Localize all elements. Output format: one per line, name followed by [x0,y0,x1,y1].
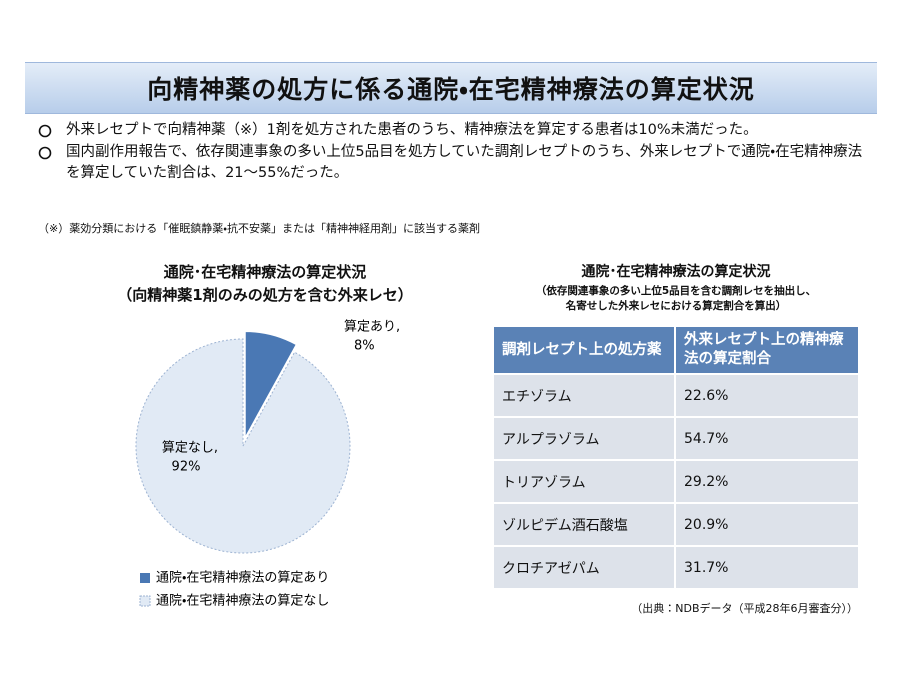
table-cell: 29.2% [674,459,860,504]
table-cell: 20.9% [674,502,860,547]
chart-title: 通院･在宅精神療法の算定状況 [163,263,367,281]
table-cell: クロチアゼパム [492,545,676,590]
table-cell: 31.7% [674,545,860,590]
bullet-mark [38,146,52,160]
pie-slice [244,330,298,439]
legend-marker [140,573,150,583]
slice-label: 算定なし, [162,441,218,456]
legend-label: 通院・在宅精神療法の算定なし [156,594,329,609]
source: （出典：NDBデータ（平成28年6月審査分）） [631,602,858,615]
table-subtitle: （依存関連事象の多い上位5品目を含む調剤レセを抽出し、 [535,285,817,297]
pie-slice [135,338,351,554]
header-row: 調剤レセプト上の処方薬 外来レセプト上の精神療法の算定割合 [492,325,860,375]
table-cell: エチゾラム [492,373,676,418]
legend-marker [139,595,151,607]
table-cell: ゾルピデム酒石酸塩 [492,502,676,547]
table-row: エチゾラム 22.6% [492,373,860,418]
bullet-text: 外来レセプトで向精神薬（※）1剤を処方された患者のうち、精神療法を算定する患者は… [66,122,758,138]
table-row: トリアゾラム 29.2% [492,459,860,504]
slice-label: 算定あり, [344,320,400,335]
legend-label: 通院・在宅精神療法の算定あり [156,571,329,586]
data-label: 8% [354,339,375,354]
note: （※）薬効分類における「催眠鎮静薬・抗不安薬」または「精神神経用剤」に該当する薬… [38,222,480,235]
table: 調剤レセプト上の処方薬 外来レセプト上の精神療法の算定割合 エチゾラム 22.6%… [492,325,860,590]
bullet: 国内副作用報告で、依存関連事象の多い上位5品目を処方していた調剤レセプトのうち、… [38,142,866,184]
chart-subtitle: （向精神薬1剤のみの処方を含む外来レセ） [117,286,413,304]
bullet-mark [38,124,52,138]
pie-chart: 算定あり, 8% 通院・在宅精神療法の算定あり 算定なし, 92% 通院・在宅精神療法の算… [135,320,400,609]
bullet-text: 国内副作用報告で、依存関連事象の多い上位5品目を処方していた調剤レセプトのうち、… [66,144,863,181]
table-row: ゾルピデム酒石酸塩 20.9% [492,502,860,547]
table-cell: 54.7% [674,416,860,461]
title-bar: 向精神薬の処方に係る通院・在宅精神療法の算定状況 [25,62,877,114]
table-subtitle: 名寄せした外来レセにおける算定割合を算出） [565,300,787,312]
data-label: 92% [172,460,201,475]
table-row: クロチアゼパム 31.7% [492,545,860,590]
table-title: 通院･在宅精神療法の算定状況 [581,264,771,280]
bullet: 外来レセプトで向精神薬（※）1剤を処方された患者のうち、精神療法を算定する患者は… [38,120,866,141]
slide-title: 向精神薬の処方に係る通院・在宅精神療法の算定状況 [147,75,755,104]
table-cell: トリアゾラム [492,459,676,504]
header-cell: 調剤レセプト上の処方薬 [492,325,676,375]
table-row: アルプラゾラム 54.7% [492,416,860,461]
table-cell: 22.6% [674,373,860,418]
table-cell: アルプラゾラム [492,416,676,461]
header-cell: 外来レセプト上の精神療法の算定割合 [674,325,860,375]
